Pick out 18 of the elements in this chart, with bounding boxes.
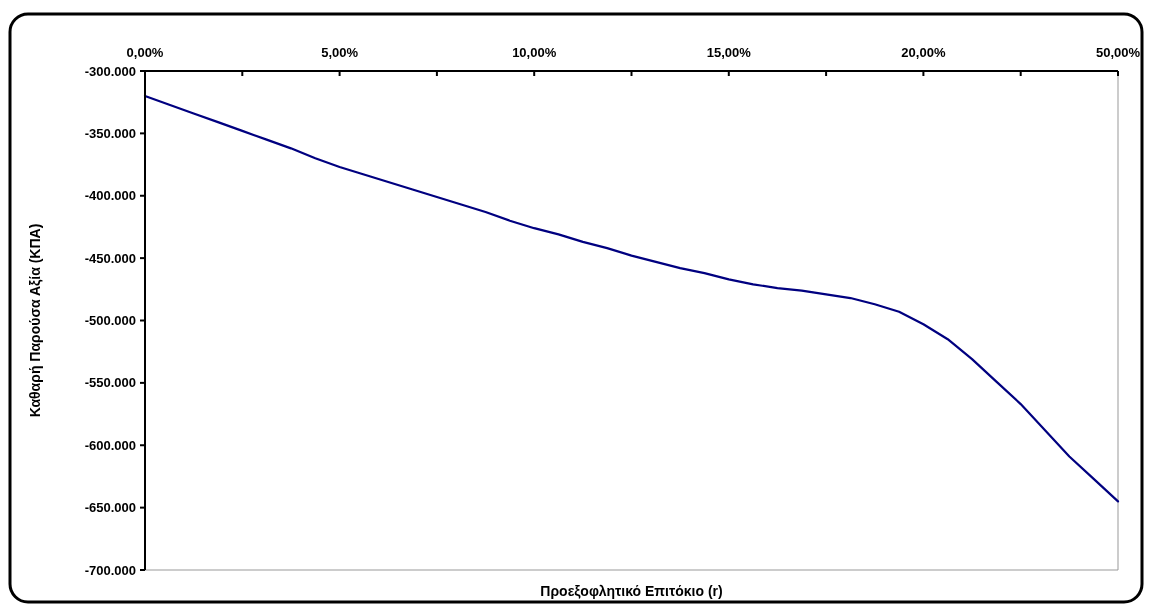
y-tick-label: -650.000 xyxy=(84,500,136,516)
y-axis-title: Καθαρή Παρούσα Αξία (ΚΠΑ) xyxy=(27,223,43,418)
x-tick-label: 10,00% xyxy=(512,45,557,60)
y-tick-label: -550.000 xyxy=(84,375,136,391)
line-series xyxy=(143,94,1120,503)
x-tick-label: 5,00% xyxy=(321,45,359,60)
y-tick-label: -450.000 xyxy=(84,250,136,266)
x-tick-label: 20,00% xyxy=(901,45,946,60)
y-tick-label: -300.000 xyxy=(84,63,136,79)
y-tick-label: -350.000 xyxy=(84,125,136,141)
x-tick-label: 15,00% xyxy=(706,45,752,60)
y-tick-label: -400.000 xyxy=(84,188,136,204)
y-tick-label: -700.000 xyxy=(84,562,136,578)
x-tick-label: 0,00% xyxy=(126,45,164,60)
x-axis-title: Προεξοφλητικό Επιτόκιο (r) xyxy=(540,583,723,599)
y-tick-label: -500.000 xyxy=(84,313,136,328)
y-tick-label: -600.000 xyxy=(84,437,136,453)
x-tick-label: 50,00% xyxy=(1095,45,1141,60)
